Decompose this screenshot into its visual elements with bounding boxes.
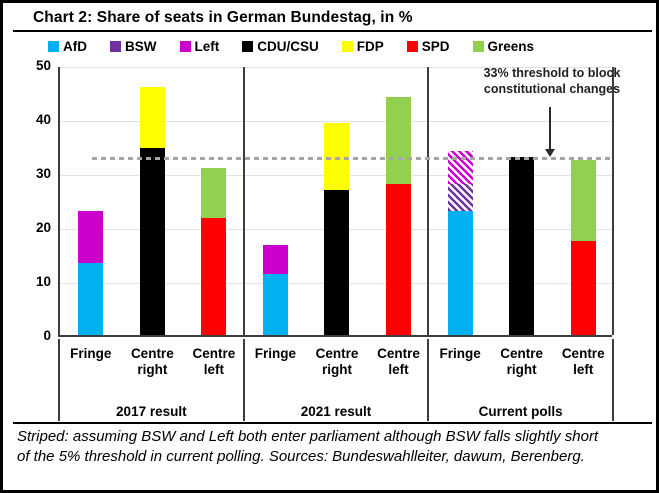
bar-centre-left	[570, 159, 596, 335]
bar-segment-bsw	[447, 183, 473, 211]
legend-label: Left	[194, 38, 220, 54]
legend-label: FDP	[356, 38, 384, 54]
panel-current-polls	[429, 67, 614, 335]
bar-fringe	[78, 210, 104, 335]
bar-label: Fringe	[70, 346, 112, 361]
bar-segment-afd	[78, 263, 104, 335]
y-tick-label-50: 50	[35, 58, 51, 73]
y-tick-label-20: 20	[35, 220, 51, 235]
bar-segment-left	[447, 151, 473, 184]
x-axis-labels: Fringe Centre right Centre left 2017 result…	[58, 339, 614, 421]
panel-2021-result	[245, 67, 430, 335]
plot-area	[58, 67, 614, 337]
title-divider	[13, 30, 652, 32]
y-tick-label-0: 0	[43, 328, 51, 343]
bar-label: Fringe	[439, 346, 481, 361]
bar-centre-right	[139, 86, 165, 335]
legend-item-bsw: BSW	[110, 39, 157, 54]
label-panel: Fringe Centre right Centre left 2021 result	[245, 339, 430, 421]
bar-label: Centre right	[130, 346, 174, 378]
legend-item-afd: AfD	[48, 39, 87, 54]
legend-swatch-icon	[242, 40, 254, 52]
bar-segment-fdp	[324, 122, 350, 191]
group-label: 2017 result	[116, 404, 187, 419]
annotation-arrow-line	[549, 107, 551, 149]
legend-swatch-icon	[341, 40, 353, 52]
legend-swatch-icon	[48, 40, 59, 52]
legend-label: BSW	[125, 38, 157, 54]
bar-fringe	[262, 245, 288, 335]
bar-label: Centre right	[500, 346, 544, 378]
bar-centre-right	[324, 122, 350, 335]
bar-segment-cdu-csu	[324, 190, 350, 335]
legend-item-left: Left	[179, 38, 220, 54]
bar-segment-fdp	[139, 86, 165, 148]
annotation-arrow-head-icon	[545, 149, 555, 157]
bar-segment-left	[78, 210, 104, 264]
gridline-50	[60, 67, 612, 68]
bar-centre-left	[386, 97, 412, 335]
bar-centre-left	[201, 167, 227, 335]
bar-label: Centre left	[377, 346, 420, 378]
legend-item-greens: Greens	[472, 38, 535, 54]
legend-swatch-icon	[472, 40, 484, 52]
bar-label: Centre right	[315, 346, 359, 378]
legend-label: SPD	[421, 38, 450, 54]
legend-swatch-icon	[179, 40, 191, 52]
y-tick-label-40: 40	[35, 112, 51, 127]
bar-segment-spd	[386, 183, 412, 335]
bar-label: Centre left	[561, 346, 605, 378]
legend-swatch-icon	[110, 40, 121, 52]
bar-segment-cdu-csu	[139, 147, 165, 335]
bar-segment-greens	[201, 167, 227, 219]
bar-segment-afd	[262, 273, 288, 335]
bar-label: Centre left	[192, 346, 236, 378]
gridline-40	[60, 121, 612, 122]
footnote-divider	[13, 422, 652, 424]
legend-item-spd: SPD	[406, 38, 450, 54]
bar-fringe	[447, 151, 473, 335]
legend-label: Greens	[487, 38, 535, 54]
legend-swatch-icon	[406, 40, 418, 52]
bar-segment-greens	[386, 97, 412, 184]
chart-title: Chart 2: Share of seats in German Bundes…	[33, 9, 413, 26]
bar-segment-spd	[201, 218, 227, 335]
threshold-annotation: 33% threshold to block constitutional ch…	[483, 66, 621, 97]
label-panel: Fringe Centre right Centre left Current pol…	[429, 339, 614, 421]
footnote: Striped: assuming BSW and Left both ente…	[17, 428, 599, 466]
legend-item-fdp: FDP	[341, 38, 384, 54]
bar-segment-spd	[570, 240, 596, 335]
bar-centre-right	[509, 156, 535, 335]
legend-label: AfD	[63, 38, 87, 54]
bar-segment-cdu-csu	[509, 156, 535, 335]
bar-segment-greens	[570, 159, 596, 241]
y-tick-label-10: 10	[35, 274, 51, 289]
group-label: 2021 result	[300, 404, 372, 419]
legend-item-cdu-csu: CDU/CSU	[242, 39, 319, 54]
group-label: Current polls	[478, 404, 563, 419]
legend-label: CDU/CSU	[257, 38, 319, 54]
threshold-dashed-line	[92, 157, 614, 161]
bar-label: Fringe	[254, 346, 297, 361]
legend: AfD BSW Left CDU/CSU FDP SPD Greens	[48, 36, 628, 56]
y-tick-label-30: 30	[35, 166, 51, 181]
bar-segment-left	[262, 245, 288, 274]
bar-segment-afd	[447, 210, 473, 335]
panel-2017-result	[60, 67, 245, 335]
label-panel: Fringe Centre right Centre left 2017 result	[60, 339, 245, 421]
